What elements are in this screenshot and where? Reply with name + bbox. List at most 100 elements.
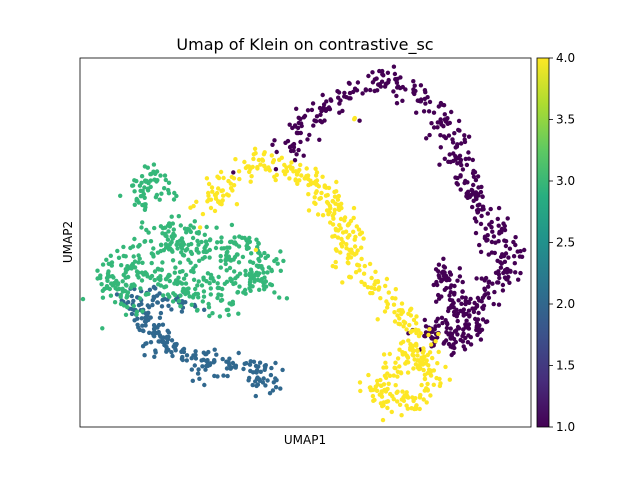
scatter-point-3 [148,239,154,244]
scatter-point-1 [482,236,488,241]
scatter-point-1 [352,86,358,91]
scatter-point-1 [374,76,379,81]
scatter-point-1 [307,132,312,138]
scatter-point-2 [251,359,257,364]
scatter-point-1 [464,318,469,323]
scatter-point-4 [413,327,418,332]
scatter-point-2 [154,293,160,298]
scatter-point-4 [399,311,404,317]
scatter-point-2 [224,366,230,371]
scatter-point-1 [491,301,496,307]
scatter-point-1 [480,194,485,199]
scatter-point-4 [405,370,411,375]
scatter-point-2 [250,370,256,375]
scatter-point-3 [137,183,143,188]
scatter-point-2 [204,358,209,363]
scatter-point-4 [382,387,387,393]
scatter-point-4 [370,393,376,399]
scatter-point-1 [457,274,463,279]
scatter-point-3 [185,290,191,295]
scatter-point-1 [476,310,481,316]
scatter-point-3 [266,265,272,270]
scatter-point-3 [224,255,229,261]
scatter-point-4 [253,247,259,253]
scatter-point-3 [132,259,138,264]
scatter-point-4 [391,302,397,307]
scatter-point-1 [323,108,329,114]
scatter-point-3 [100,326,105,331]
scatter-point-4 [295,181,300,186]
scatter-point-3 [149,273,155,279]
scatter-point-2 [206,349,211,355]
scatter-point-4 [330,263,335,269]
scatter-point-4 [404,353,409,358]
scatter-point-4 [299,173,304,178]
scatter-point-4 [273,177,278,183]
scatter-point-1 [455,318,460,324]
scatter-point-3 [201,289,207,294]
scatter-point-1 [357,118,362,123]
scatter-point-4 [208,205,214,211]
scatter-point-1 [434,299,439,304]
scatter-point-4 [255,165,260,170]
scatter-point-3 [275,261,280,266]
scatter-point-4 [231,183,237,188]
scatter-point-3 [173,265,178,270]
scatter-point-2 [144,341,149,346]
scatter-point-3 [99,282,104,287]
scatter-point-1 [462,133,467,138]
scatter-point-1 [318,112,323,118]
scatter-point-4 [353,270,359,275]
scatter-point-3 [151,162,157,167]
scatter-point-3 [278,268,283,273]
scatter-point-3 [187,227,192,233]
scatter-point-1 [449,335,454,341]
scatter-point-1 [459,141,464,146]
scatter-point-3 [174,242,179,247]
scatter-point-1 [272,138,277,143]
scatter-point-1 [394,101,400,106]
scatter-point-3 [142,202,147,207]
scatter-point-4 [271,158,277,163]
scatter-point-3 [219,246,224,251]
scatter-point-3 [119,301,124,306]
scatter-point-1 [293,124,298,129]
scatter-point-1 [432,327,437,332]
scatter-point-4 [399,301,405,306]
scatter-point-3 [196,242,201,247]
scatter-point-1 [483,319,489,325]
scatter-point-3 [261,270,266,275]
scatter-point-1 [453,154,458,159]
scatter-point-3 [224,307,229,313]
scatter-point-4 [221,175,226,181]
scatter-point-1 [287,122,292,127]
scatter-point-1 [309,107,315,113]
scatter-point-1 [469,192,474,198]
scatter-point-3 [159,267,164,272]
scatter-point-1 [486,284,491,289]
scatter-point-3 [224,279,230,284]
scatter-point-4 [330,199,336,204]
scatter-point-1 [467,314,472,319]
scatter-point-1 [473,316,478,322]
scatter-point-3 [204,242,209,247]
scatter-point-1 [423,90,428,95]
scatter-point-4 [228,186,234,191]
scatter-point-2 [136,303,142,308]
scatter-point-3 [172,190,177,196]
scatter-point-4 [388,391,393,397]
scatter-point-4 [206,190,211,196]
scatter-point-4 [367,261,373,267]
scatter-point-3 [236,260,242,265]
scatter-point-3 [136,260,141,265]
scatter-point-4 [194,199,199,204]
scatter-point-1 [437,162,442,167]
scatter-point-3 [262,280,267,285]
scatter-point-3 [237,284,242,289]
scatter-point-4 [269,153,274,158]
colorbar-tick-label: 1.5 [556,359,575,373]
scatter-point-4 [313,173,319,178]
scatter-point-3 [149,260,154,266]
scatter-point-3 [188,223,193,228]
scatter-point-1 [482,278,487,283]
